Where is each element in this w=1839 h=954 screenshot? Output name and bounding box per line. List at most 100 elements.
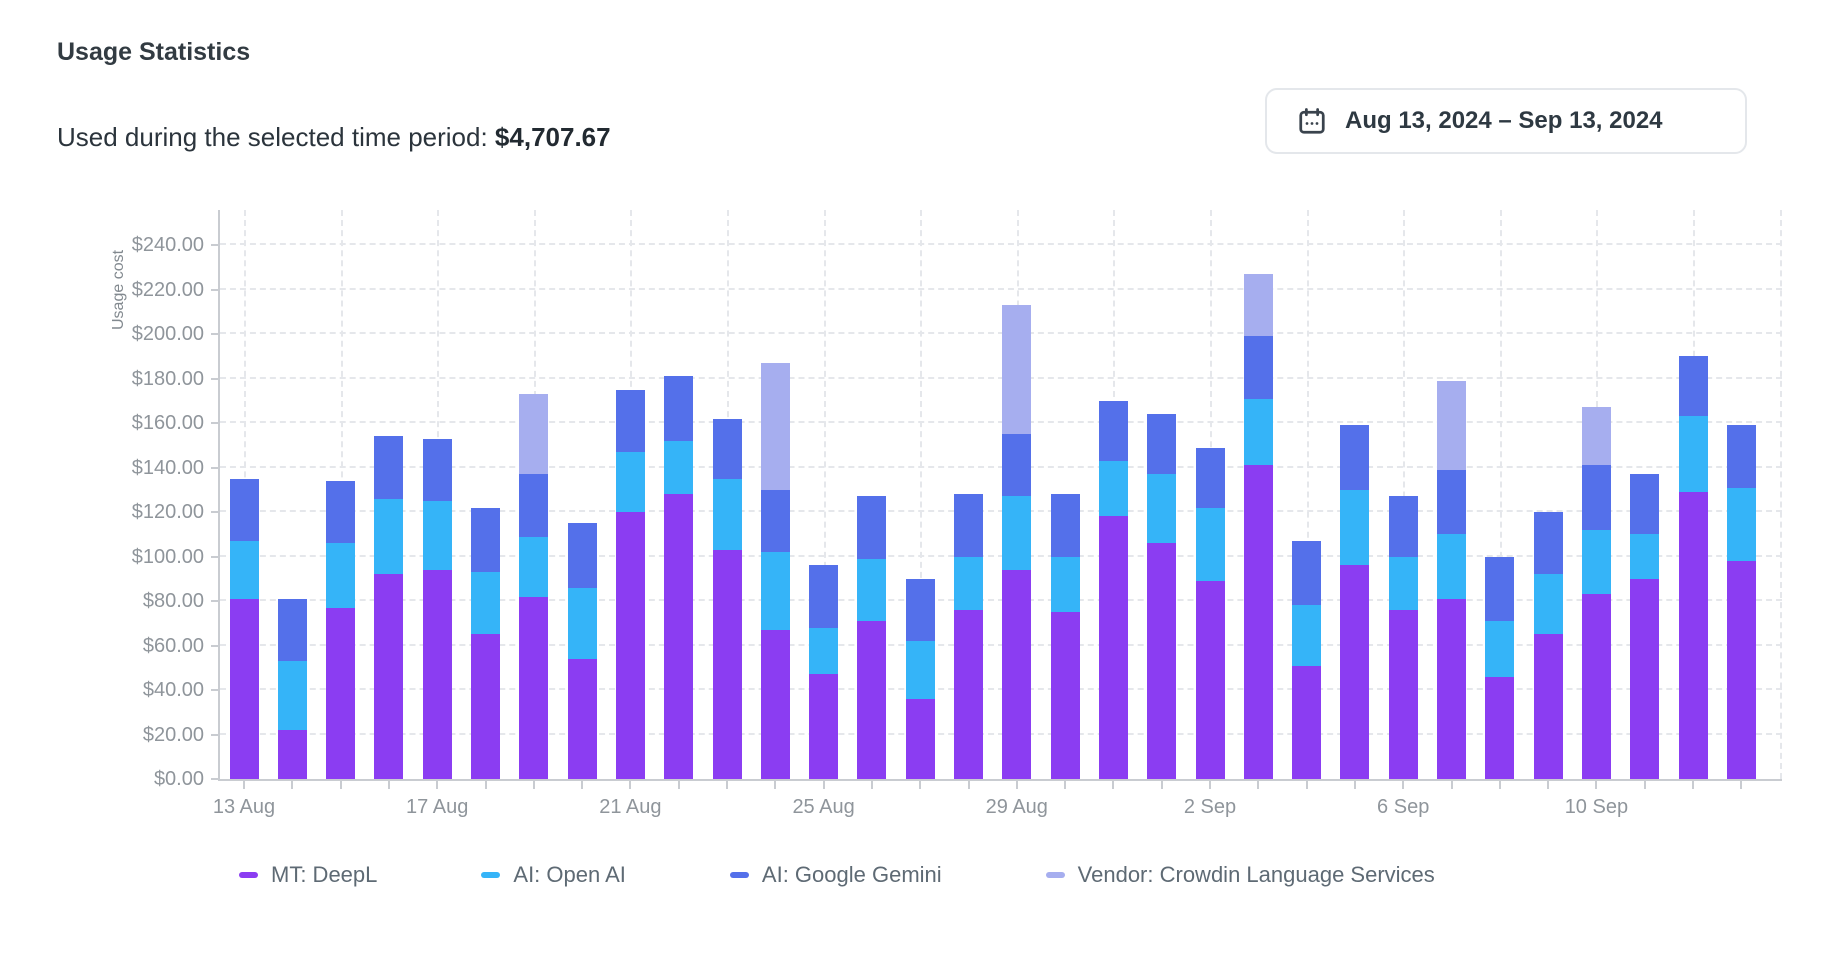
bar-segment[interactable] [905,578,935,642]
bar-segment[interactable] [277,598,307,662]
bar-segment[interactable] [1630,474,1660,535]
bar-segment[interactable] [857,558,887,622]
legend-item-google-gemini[interactable]: AI: Google Gemini [729,862,942,888]
bar-segment[interactable] [809,627,839,675]
bar-segment[interactable] [809,674,839,779]
stacked-bar-25-aug[interactable] [809,565,839,779]
bar-segment[interactable] [1437,598,1466,779]
bar-segment[interactable] [1485,621,1515,677]
bar-segment[interactable] [1630,534,1660,579]
legend-item-crowdin-language-services[interactable]: Vendor: Crowdin Language Services [1045,862,1435,888]
bar-segment[interactable] [422,569,452,779]
bar-segment[interactable] [1050,494,1080,557]
stacked-bar-10-sep[interactable] [1581,407,1611,779]
bar-segment[interactable] [374,498,404,575]
bar-segment[interactable] [1002,434,1032,497]
bar-segment[interactable] [1002,569,1032,779]
stacked-bar-15-aug[interactable] [326,480,356,779]
bar-segment[interactable] [471,634,500,779]
stacked-bar-19-aug[interactable] [519,394,549,779]
bar-segment[interactable] [1292,665,1322,779]
bar-segment[interactable] [229,478,259,541]
stacked-bar-21-aug[interactable] [615,389,645,779]
bar-segment[interactable] [615,389,645,452]
bar-segment[interactable] [954,609,983,779]
bar-segment[interactable] [567,658,597,779]
bar-segment[interactable] [1147,414,1177,475]
bar-segment[interactable] [857,496,887,559]
legend-item-open-ai[interactable]: AI: Open AI [481,862,626,888]
bar-segment[interactable] [712,418,742,479]
bar-segment[interactable] [1678,416,1708,492]
bar-segment[interactable] [1243,273,1273,337]
stacked-bar-6-sep[interactable] [1388,496,1418,779]
stacked-bar-9-sep[interactable] [1533,512,1563,779]
stacked-bar-22-aug[interactable] [664,376,694,779]
stacked-bar-20-aug[interactable] [567,523,597,779]
date-range-picker[interactable]: Aug 13, 2024 – Sep 13, 2024 [1265,88,1747,154]
stacked-bar-16-aug[interactable] [374,436,404,779]
bar-segment[interactable] [1147,474,1177,544]
bar-segment[interactable] [615,451,645,512]
stacked-bar-7-sep[interactable] [1437,380,1466,779]
bar-segment[interactable] [1195,507,1225,581]
stacked-bar-12-sep[interactable] [1678,356,1708,779]
bar-segment[interactable] [1678,356,1708,417]
bar-segment[interactable] [519,536,549,597]
bar-segment[interactable] [809,565,839,628]
bar-segment[interactable] [519,474,549,537]
bar-segment[interactable] [567,587,597,659]
bar-segment[interactable] [326,607,356,779]
bar-segment[interactable] [1147,543,1177,779]
bar-segment[interactable] [1726,487,1756,561]
stacked-bar-3-sep[interactable] [1243,273,1273,779]
bar-segment[interactable] [760,629,790,779]
stacked-bar-18-aug[interactable] [471,507,500,779]
bar-segment[interactable] [1581,407,1611,466]
legend-item-deepl[interactable]: MT: DeepL [239,862,377,888]
stacked-bar-29-aug[interactable] [1002,305,1032,779]
bar-segment[interactable] [1098,400,1128,461]
bar-segment[interactable] [1292,605,1322,666]
bar-segment[interactable] [1243,398,1273,466]
bar-segment[interactable] [1243,336,1273,399]
bar-segment[interactable] [1292,540,1322,606]
bar-segment[interactable] [1388,556,1418,610]
bar-segment[interactable] [1726,425,1756,488]
bar-segment[interactable] [954,556,983,610]
bar-segment[interactable] [1630,578,1660,779]
stacked-bar-30-aug[interactable] [1050,494,1080,779]
bar-segment[interactable] [1581,465,1611,530]
bar-segment[interactable] [712,478,742,550]
stacked-bar-5-sep[interactable] [1340,425,1370,779]
stacked-bar-8-sep[interactable] [1485,556,1515,779]
bar-segment[interactable] [326,480,356,544]
bar-segment[interactable] [1340,425,1370,490]
bar-segment[interactable] [1098,516,1128,779]
stacked-bar-1-sep[interactable] [1147,414,1177,779]
stacked-bar-27-aug[interactable] [905,578,935,779]
bar-segment[interactable] [1678,491,1708,779]
bar-segment[interactable] [1388,609,1418,779]
bar-segment[interactable] [1485,556,1515,622]
bar-segment[interactable] [664,494,694,779]
stacked-bar-14-aug[interactable] [277,598,307,779]
bar-segment[interactable] [1195,580,1225,779]
bar-segment[interactable] [1533,634,1563,779]
stacked-bar-11-sep[interactable] [1630,474,1660,779]
bar-segment[interactable] [1098,460,1128,517]
bar-segment[interactable] [1437,380,1466,470]
bar-segment[interactable] [760,552,790,630]
bar-segment[interactable] [519,394,549,475]
bar-segment[interactable] [1050,556,1080,613]
stacked-bar-24-aug[interactable] [760,362,790,779]
bar-segment[interactable] [374,574,404,779]
bar-segment[interactable] [760,489,790,553]
bar-segment[interactable] [1340,489,1370,566]
stacked-bar-13-aug[interactable] [229,478,259,779]
bar-segment[interactable] [229,540,259,599]
bar-segment[interactable] [1340,565,1370,779]
bar-segment[interactable] [567,523,597,588]
bar-segment[interactable] [664,440,694,495]
bar-segment[interactable] [519,596,549,779]
